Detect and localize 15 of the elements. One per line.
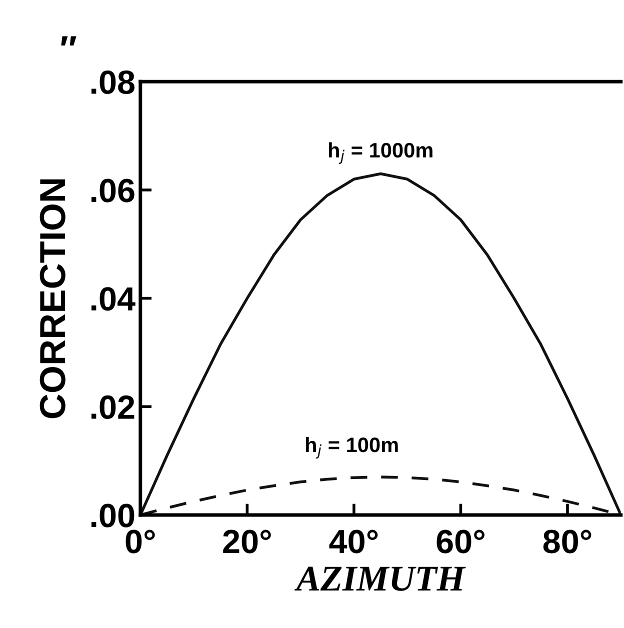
annotation: h$_{j}$ = 1000m (328, 142, 432, 164)
y-axis-title: CORRECTION (40, 179, 66, 418)
y-tick-label: .04 (91, 287, 136, 311)
y-tick-label: .08 (91, 70, 135, 94)
y-tick-label: .00 (91, 504, 134, 528)
y-tick-label: .06 (91, 178, 134, 202)
x-tick-label: 40° (329, 530, 378, 554)
annotation: h$_{j}$ = 100m (306, 436, 398, 459)
y-tick-label: .02 (91, 395, 134, 420)
x-tick-label: 80° (543, 530, 592, 554)
text: ″ (61, 36, 76, 46)
x-tick-label: 20° (223, 530, 271, 554)
x-axis-title: AZIMUTH (294, 566, 466, 591)
x-tick-label: 60° (436, 530, 484, 554)
x-tick-label: 0° (126, 530, 155, 554)
